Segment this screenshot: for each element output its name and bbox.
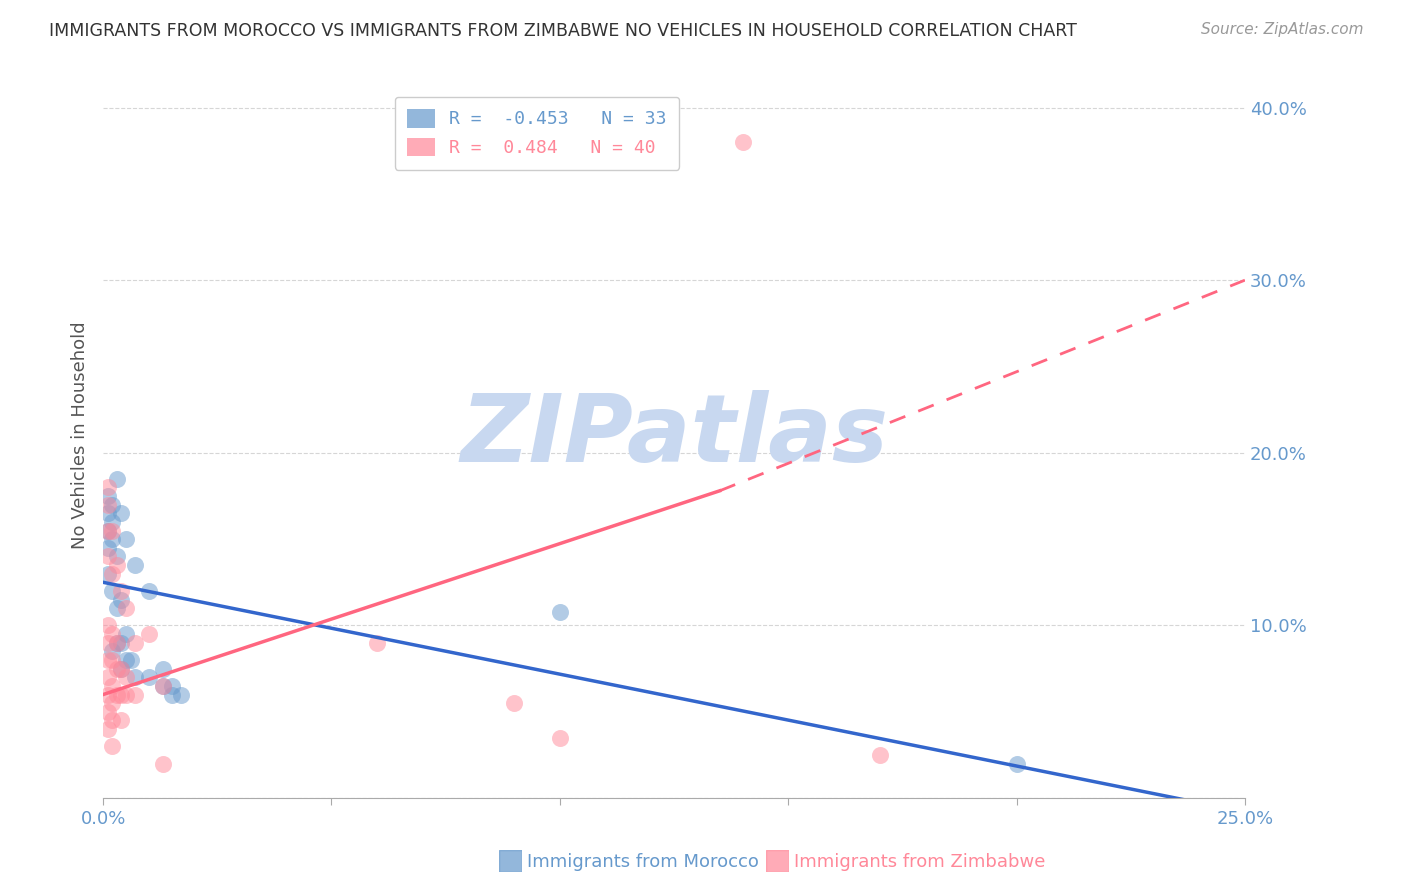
Point (105, 472, 128, 486)
Point (105, 549, 128, 564)
Point (101, 524, 124, 538)
Point (97, 618, 120, 632)
Point (97, 636, 120, 650)
Point (97, 524, 120, 538)
Point (101, 515, 124, 529)
Point (97, 498, 120, 512)
Point (97, 541, 120, 555)
Point (101, 739, 124, 754)
Point (503, 696, 526, 710)
Point (97, 506, 120, 520)
Point (110, 714, 132, 728)
Y-axis label: No Vehicles in Household: No Vehicles in Household (72, 322, 89, 549)
Point (101, 583, 124, 598)
Point (97, 566, 120, 581)
Point (152, 756, 174, 771)
Point (110, 662, 132, 676)
Point (124, 558, 146, 572)
Point (115, 688, 138, 702)
Legend: R =  -0.453   N = 33, R =  0.484   N = 40: R = -0.453 N = 33, R = 0.484 N = 40 (395, 96, 679, 169)
Point (101, 714, 124, 728)
Point (115, 601, 138, 615)
Text: Source: ZipAtlas.com: Source: ZipAtlas.com (1201, 22, 1364, 37)
Point (105, 662, 128, 676)
Point (124, 636, 146, 650)
Point (97, 688, 120, 702)
Point (548, 731, 571, 745)
Point (1005, 756, 1028, 771)
Point (97, 480, 120, 494)
Point (105, 688, 128, 702)
Point (97, 722, 120, 736)
Point (110, 636, 132, 650)
Point (731, 135, 754, 149)
Point (170, 688, 193, 702)
Point (138, 583, 160, 598)
Point (97, 549, 120, 564)
Point (101, 679, 124, 693)
Point (110, 662, 132, 676)
Point (138, 670, 160, 684)
Text: ZIPatlas: ZIPatlas (460, 390, 889, 482)
Point (115, 653, 138, 667)
Point (101, 532, 124, 546)
Point (160, 679, 183, 693)
Point (105, 558, 128, 572)
Point (110, 592, 132, 607)
Point (101, 644, 124, 658)
Point (110, 583, 132, 598)
Text: IMMIGRANTS FROM MOROCCO VS IMMIGRANTS FROM ZIMBABWE NO VEHICLES IN HOUSEHOLD COR: IMMIGRANTS FROM MOROCCO VS IMMIGRANTS FR… (49, 22, 1077, 40)
Point (97, 653, 120, 667)
Point (152, 662, 174, 676)
Point (101, 627, 124, 641)
Point (115, 532, 138, 546)
Point (97, 524, 120, 538)
Point (124, 670, 146, 684)
Point (115, 627, 138, 641)
Point (152, 679, 174, 693)
Point (138, 627, 160, 641)
Text: Immigrants from Zimbabwe: Immigrants from Zimbabwe (794, 853, 1046, 871)
Point (105, 601, 128, 615)
Point (101, 566, 124, 581)
Point (101, 696, 124, 710)
Point (124, 688, 146, 702)
Point (110, 688, 132, 702)
Point (97, 705, 120, 719)
Point (366, 636, 388, 650)
Point (152, 679, 174, 693)
Point (548, 605, 571, 619)
Point (101, 498, 124, 512)
Point (101, 653, 124, 667)
Point (869, 747, 891, 762)
Point (160, 688, 183, 702)
Point (97, 670, 120, 684)
Point (105, 636, 128, 650)
Point (120, 653, 142, 667)
Point (105, 636, 128, 650)
Point (97, 489, 120, 503)
Point (115, 670, 138, 684)
Text: Immigrants from Morocco: Immigrants from Morocco (527, 853, 759, 871)
Point (110, 506, 132, 520)
